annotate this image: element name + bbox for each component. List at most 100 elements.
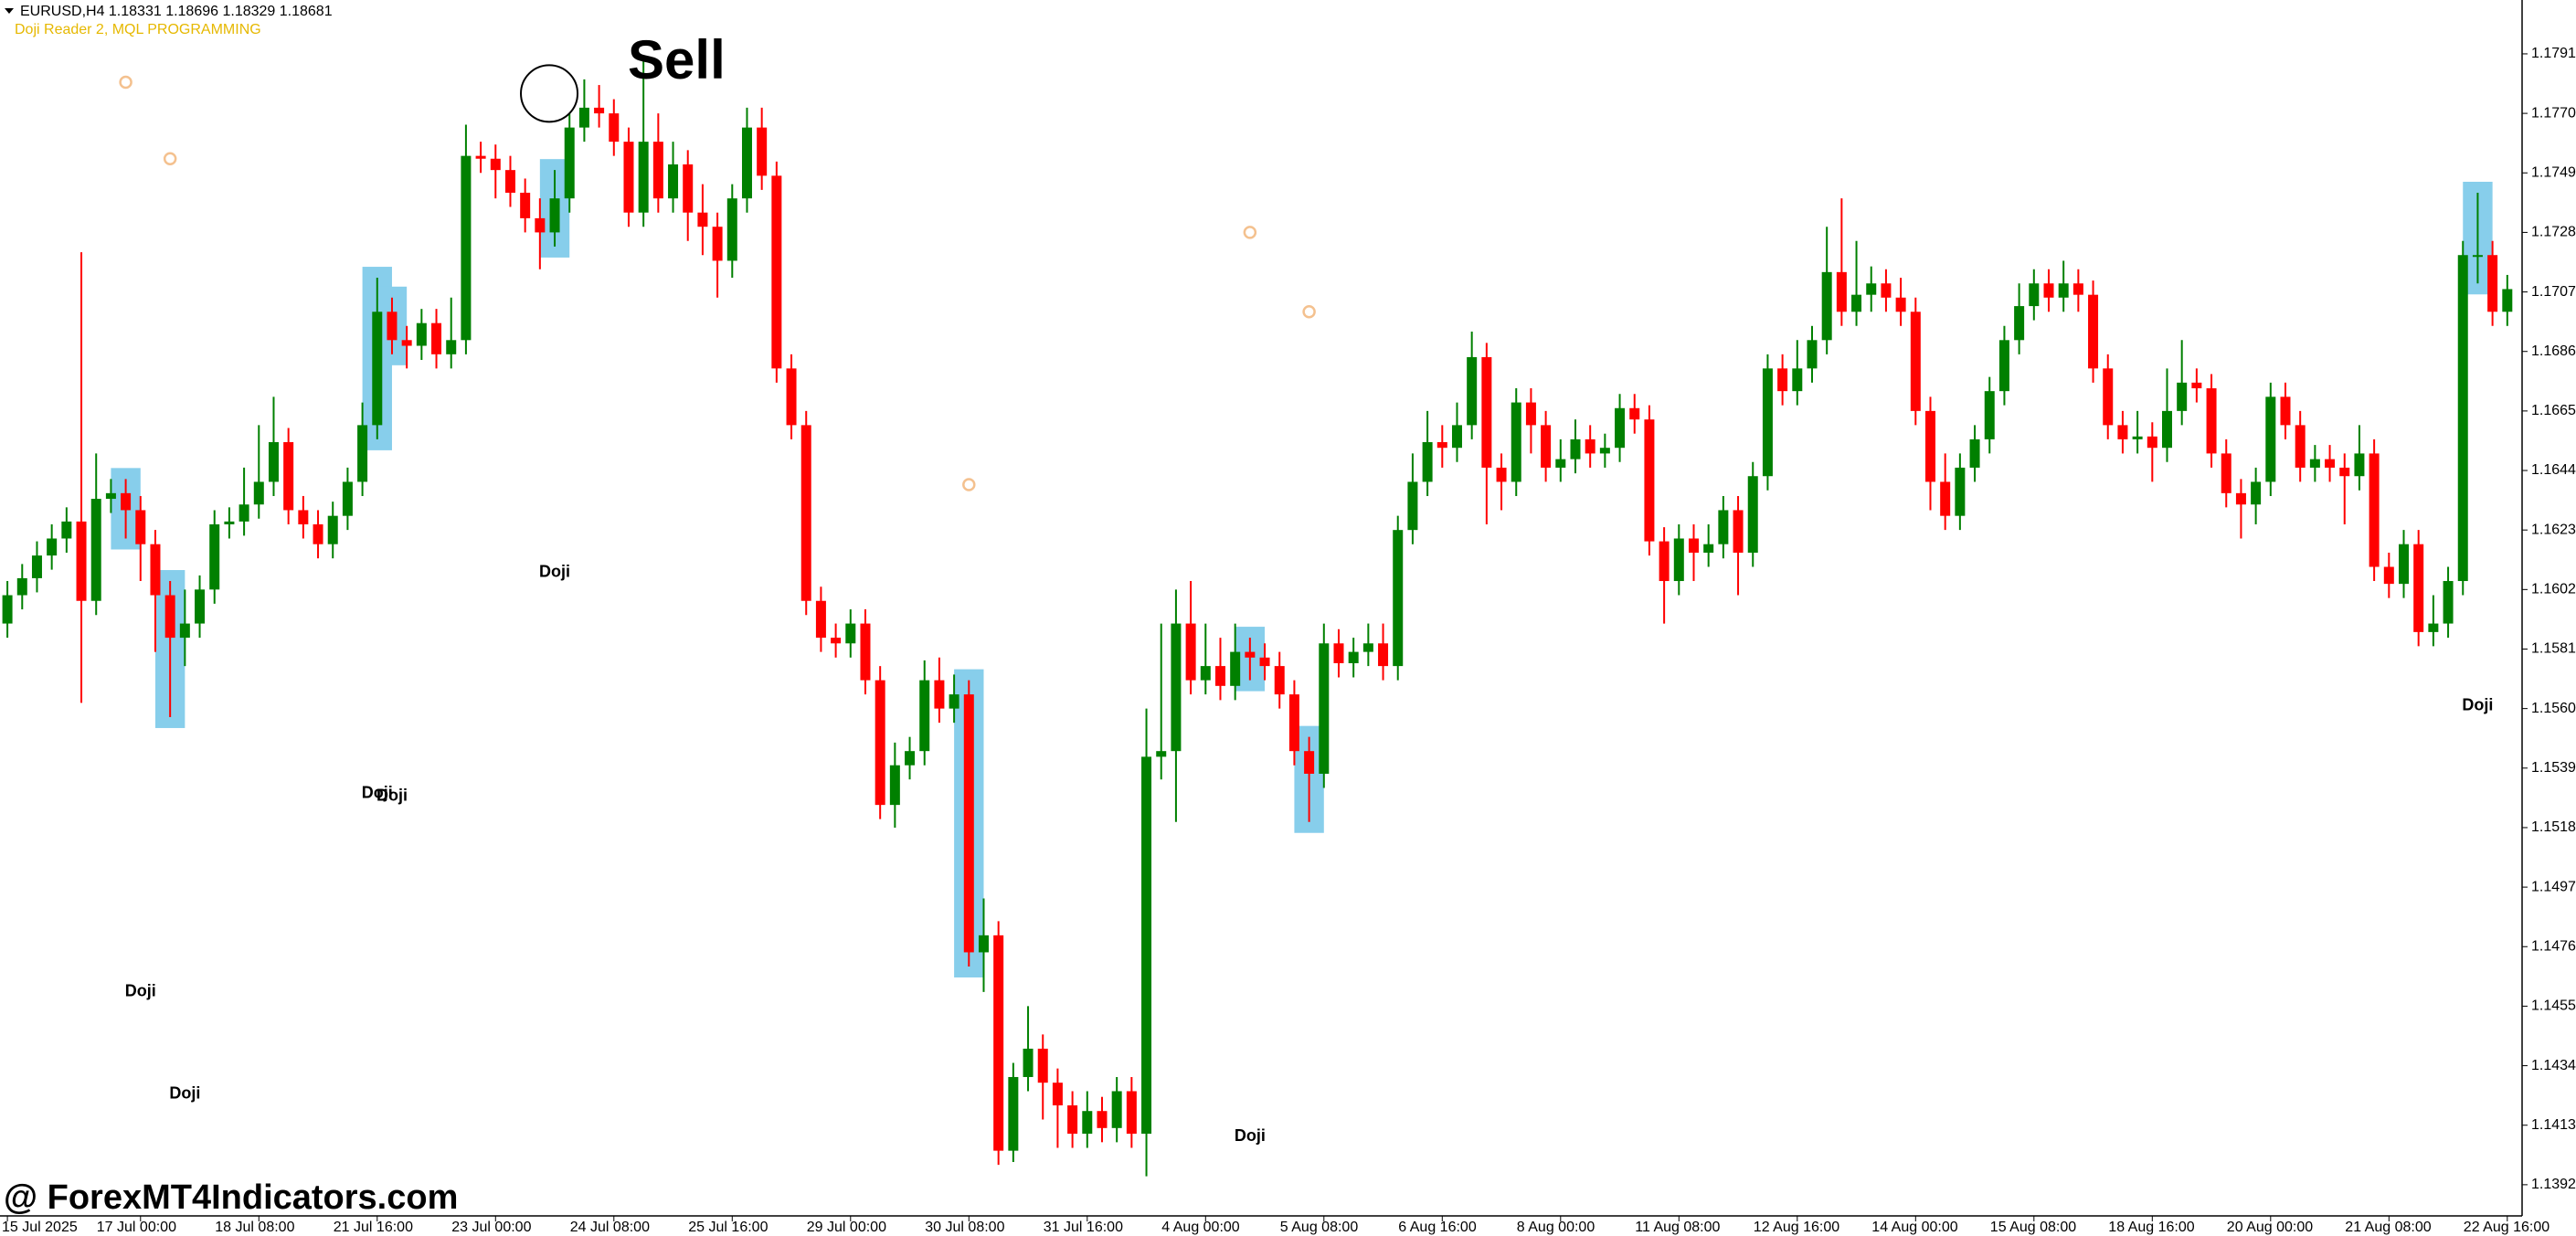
candle-body (2325, 459, 2336, 468)
doji-label: Doji (125, 982, 156, 1000)
candle-body (564, 127, 575, 199)
candle-body (1555, 459, 1566, 468)
y-tick-label: 1.17910 (2531, 46, 2576, 61)
candle-body (2235, 492, 2246, 505)
y-tick-label: 1.14970 (2531, 879, 2576, 894)
candle-body (786, 368, 797, 426)
candle-body (1348, 651, 1359, 663)
candle-body (1821, 271, 1832, 341)
candle-body (1777, 368, 1788, 392)
candle-body (963, 694, 974, 953)
candle-body (2251, 481, 2262, 505)
candle-body (1171, 623, 1182, 752)
x-tick-label: 21 Jul 16:00 (334, 1220, 413, 1235)
candle-body (416, 322, 427, 346)
candle-body (609, 113, 620, 143)
candle-body (490, 158, 501, 171)
candle-body (1319, 643, 1330, 774)
candle-body (1718, 510, 1729, 544)
candle-body (2457, 255, 2468, 582)
candle-body (594, 107, 605, 114)
x-tick-label: 22 Aug 16:00 (2464, 1220, 2549, 1235)
candle-body (1496, 467, 1507, 482)
candle-body (1836, 271, 1847, 312)
candle-body (446, 340, 457, 354)
candle-body (1762, 368, 1773, 477)
candle-body (1895, 297, 1906, 312)
candle-body (2383, 566, 2394, 585)
candle-body (741, 127, 752, 199)
candle-body (1008, 1076, 1019, 1151)
candle-body (2221, 453, 2231, 493)
candle-body (387, 312, 398, 341)
candle-body (209, 523, 220, 590)
candle-body (298, 510, 309, 524)
x-tick-label: 18 Aug 16:00 (2108, 1220, 2194, 1235)
candle-body (668, 164, 679, 199)
x-tick-label: 23 Jul 00:00 (451, 1220, 531, 1235)
candle-body (1023, 1048, 1034, 1077)
candle-body (712, 227, 723, 261)
candle-body (2428, 623, 2439, 632)
menu-triangle[interactable] (5, 8, 14, 14)
candle-body (1052, 1083, 1063, 1105)
candle-body (1792, 368, 1803, 392)
candle-body (578, 107, 589, 128)
candle-body (1673, 538, 1684, 582)
candle-body (90, 499, 101, 601)
doji-label: Doji (169, 1083, 200, 1102)
candle-body (1984, 391, 1995, 439)
candle-body (224, 521, 235, 524)
candle-body (1259, 657, 1270, 667)
candle-body (1585, 438, 1595, 454)
y-tick-label: 1.16440 (2531, 462, 2576, 478)
candle-body (1644, 419, 1655, 542)
candle-body (1288, 694, 1299, 752)
candle-body (1097, 1111, 1108, 1128)
candle-body (2132, 436, 2143, 439)
candle-body (1703, 544, 1714, 553)
candle-body (1924, 410, 1935, 482)
candle-body (2191, 382, 2202, 389)
candle-body (2398, 544, 2409, 585)
y-tick-label: 1.17490 (2531, 164, 2576, 180)
candles (2, 57, 2513, 1177)
candle-body (76, 521, 87, 601)
candle-body (1969, 438, 1980, 468)
y-tick-label: 1.14760 (2531, 938, 2576, 954)
candle-body (31, 555, 42, 578)
candle-body (1570, 438, 1581, 460)
x-tick-label: 15 Aug 08:00 (1990, 1220, 2076, 1235)
chart-title: EURUSD,H4 1.18331 1.18696 1.18329 1.1868… (20, 4, 333, 19)
y-tick-label: 1.17700 (2531, 105, 2576, 121)
candle-body (2088, 294, 2099, 369)
doji-label: Doji (2462, 695, 2493, 713)
candle-body (860, 623, 871, 681)
candle-body (2295, 425, 2306, 468)
candle-body (1422, 442, 1433, 482)
candle-body (2072, 283, 2083, 295)
candle-body (1851, 294, 1862, 312)
x-tick-label: 12 Aug 16:00 (1754, 1220, 1839, 1235)
signal-marker (1302, 305, 1316, 319)
x-tick-label: 29 Jul 00:00 (807, 1220, 886, 1235)
candle-body (1541, 425, 1552, 468)
candle-body (993, 935, 1004, 1151)
candle-body (949, 694, 959, 709)
candle-body (652, 142, 663, 199)
candle-body (313, 523, 323, 544)
candle-body (2443, 581, 2454, 624)
candle-body (2029, 283, 2040, 307)
candle-body (1747, 476, 1758, 553)
candle-body (2413, 544, 2424, 632)
x-tick-label: 31 Jul 16:00 (1044, 1220, 1123, 1235)
y-tick-label: 1.17280 (2531, 225, 2576, 240)
candle-body (978, 935, 989, 953)
candle-body (726, 198, 737, 261)
candle-body (47, 538, 58, 556)
y-tick-label: 1.14550 (2531, 998, 2576, 1014)
candle-body (150, 544, 161, 596)
candle-body (268, 442, 279, 482)
